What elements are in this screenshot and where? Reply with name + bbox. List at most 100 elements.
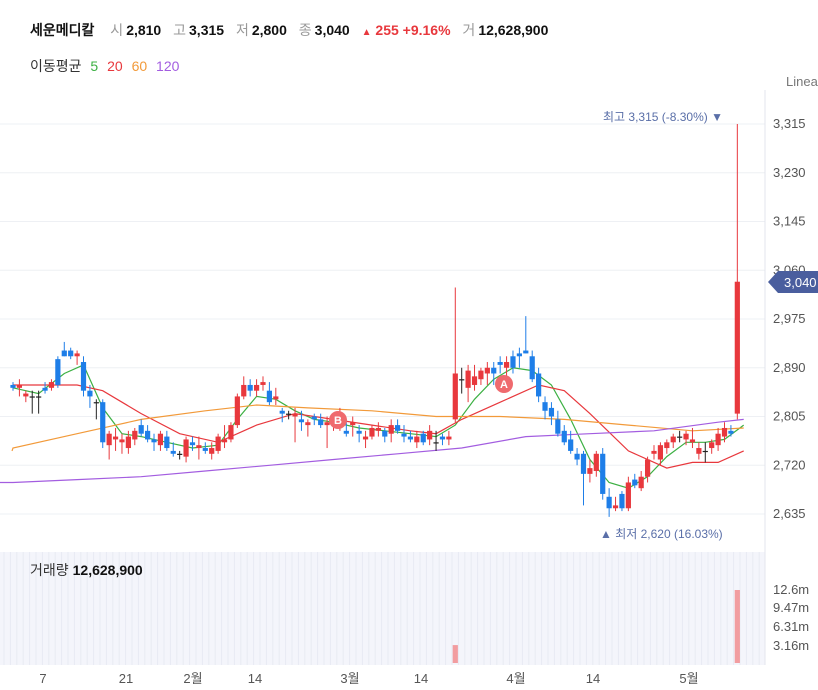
price-tick-label: 3,230 <box>773 165 806 180</box>
candle <box>138 419 144 437</box>
candle-body <box>542 402 548 411</box>
price-tick-label: 3,315 <box>773 116 806 131</box>
candle-body <box>644 459 651 477</box>
volume-tick-label: 12.6m <box>773 582 809 597</box>
event-marker-b[interactable]: B <box>329 411 347 429</box>
candle-body <box>478 370 484 380</box>
candle-body <box>10 384 16 388</box>
candle-body <box>286 413 292 415</box>
candle-body <box>446 436 452 440</box>
open-value: 2,810 <box>126 22 162 38</box>
scale-mode-toggle[interactable]: Linear <box>786 74 818 89</box>
candle-body <box>157 433 164 446</box>
candle <box>292 407 298 443</box>
candle <box>253 379 260 397</box>
time-tick-label: 3월 <box>340 671 359 686</box>
candle-body <box>536 373 542 397</box>
close-value: 3,040 <box>314 22 350 38</box>
candle-body <box>29 396 35 398</box>
time-tick-label: 4월 <box>506 671 525 686</box>
candle <box>465 364 471 403</box>
current-price-tag: 3,040 <box>768 271 818 293</box>
candle <box>157 430 164 451</box>
candle <box>324 416 330 449</box>
candle-body <box>93 402 99 404</box>
candle-body <box>350 422 356 426</box>
candle <box>638 470 644 492</box>
event-marker-a[interactable]: A <box>495 375 513 393</box>
candle <box>286 410 292 420</box>
candle-body <box>395 425 401 431</box>
change-value: 255 <box>375 22 399 38</box>
volume-bar <box>452 645 458 663</box>
candle <box>42 382 48 394</box>
candle-body <box>132 430 138 440</box>
candle <box>164 430 170 451</box>
volume-panel-label: 거래량 <box>30 562 69 578</box>
candle-body <box>721 427 728 437</box>
candle <box>606 488 612 517</box>
candle <box>715 427 721 451</box>
candle-body <box>574 453 580 460</box>
candle <box>664 439 670 454</box>
candle <box>273 387 279 406</box>
candle-body <box>68 350 74 357</box>
candle <box>478 367 484 385</box>
candle-body <box>593 453 599 471</box>
candle-body <box>80 362 87 391</box>
candle <box>61 341 67 357</box>
candle-body <box>734 281 740 414</box>
candle-body <box>61 350 67 357</box>
chart-grid <box>0 90 766 665</box>
candle <box>215 433 221 454</box>
high-marker-label: 최고 3,315 (-8.30%) ▼ <box>603 110 723 124</box>
candle-body <box>234 396 240 426</box>
candle-body <box>491 367 497 374</box>
candle <box>241 376 247 400</box>
candle <box>48 379 55 391</box>
candle <box>600 448 606 500</box>
candle-body <box>119 439 125 443</box>
candle-body <box>36 396 42 398</box>
candle-body <box>600 453 606 494</box>
candle <box>709 439 715 454</box>
candle <box>266 382 272 406</box>
candle-body <box>196 445 202 449</box>
candle <box>87 384 93 408</box>
candle-body <box>529 356 535 380</box>
candle-body <box>369 427 375 437</box>
change-arrow-icon: ▲ <box>361 27 372 38</box>
moving-average-legend[interactable]: 이동평균 5 20 60 120 <box>30 56 184 76</box>
candle <box>510 350 516 374</box>
price-tick-label: 2,720 <box>773 457 806 472</box>
candle-body <box>414 436 420 443</box>
candle-body <box>625 482 631 509</box>
candle <box>689 427 696 449</box>
candle <box>459 367 465 394</box>
candle-body <box>209 448 215 454</box>
candle-body <box>670 436 676 443</box>
price-tick-label: 2,890 <box>773 360 806 375</box>
candle-body <box>709 442 715 449</box>
event-b-label: B <box>334 415 342 427</box>
candle-body <box>427 430 433 440</box>
candle-body <box>189 442 196 446</box>
candle <box>644 456 651 483</box>
candle <box>305 419 311 437</box>
ma-120-label: 120 <box>156 58 180 74</box>
stock-name: 세운메디칼 <box>30 22 95 38</box>
candle-body <box>657 445 664 460</box>
event-a-label: A <box>500 379 508 391</box>
candle <box>311 413 317 426</box>
candle <box>491 362 497 385</box>
candle <box>593 450 599 477</box>
candle <box>36 390 42 414</box>
candle-body <box>55 359 61 385</box>
change-percent: +9.16% <box>402 22 451 38</box>
volume-value: 12,628,900 <box>478 22 549 38</box>
candle <box>471 364 478 391</box>
candle <box>542 396 548 420</box>
price-tick-label: 2,975 <box>773 311 806 326</box>
candle <box>279 407 285 423</box>
